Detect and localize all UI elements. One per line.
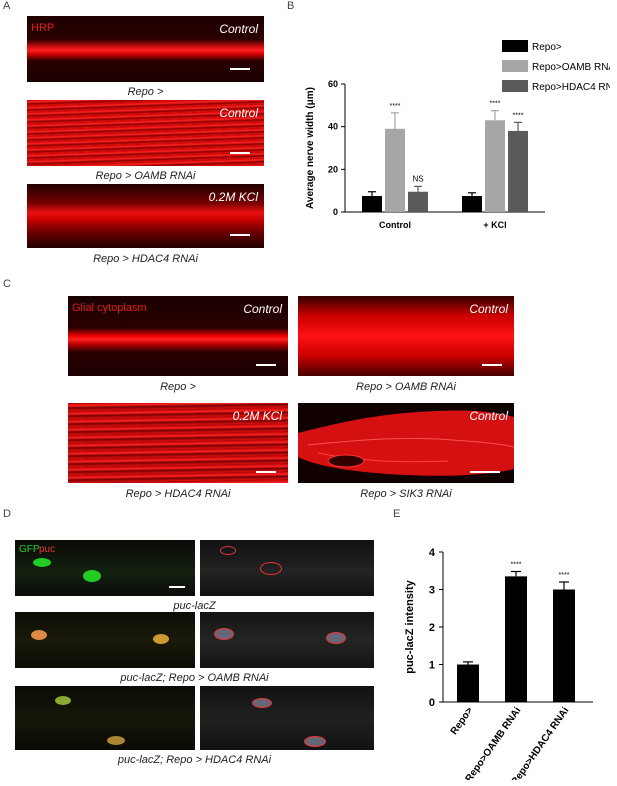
x-tick-label: Repo>OAMB RNAi — [464, 705, 524, 780]
panel-label-a: A — [3, 0, 11, 12]
puc-lacz-intensity-chart: 0 1 2 3 4 puc-lacZ intensity Repo> **** Repo>OAM… — [404, 547, 593, 780]
stain-label: HRP — [31, 22, 55, 34]
image-caption: Repo > — [127, 86, 164, 98]
panel-label-b: B — [287, 0, 295, 12]
scale-bar — [256, 364, 276, 366]
micrograph-a2: Control — [27, 100, 264, 166]
bar — [408, 191, 428, 212]
image-caption: Repo > OAMB RNAi — [95, 170, 196, 182]
bar — [385, 128, 405, 212]
nucleus — [33, 558, 51, 567]
panel-label-c: C — [3, 278, 11, 290]
image-caption: puc-lacZ — [173, 600, 216, 612]
bar — [462, 196, 482, 212]
bar — [508, 130, 528, 212]
y-tick-label: 0 — [333, 207, 338, 217]
nucleus — [55, 696, 71, 705]
micrograph-c1: Glial cytoplasm Control — [68, 296, 288, 376]
scale-bar — [230, 234, 250, 236]
scale-bar — [169, 586, 185, 588]
y-tick-label: 40 — [328, 122, 338, 132]
panel-label-e: E — [393, 508, 401, 520]
x-tick-label: + KCl — [483, 220, 506, 230]
significance-label: **** — [513, 112, 524, 119]
nucleus — [107, 736, 125, 745]
image-caption: Repo > — [160, 381, 196, 393]
condition-label: 0.2M KCl — [208, 190, 258, 204]
micrograph-c2: Control — [298, 296, 514, 376]
puc-label: puc — [39, 544, 56, 555]
bar — [505, 576, 527, 702]
bar — [485, 120, 505, 212]
scale-bar — [482, 364, 502, 366]
gfp-label: GFP — [19, 544, 40, 555]
significance-label: **** — [390, 103, 401, 110]
x-tick-label: Control — [379, 220, 411, 230]
micrograph-d3-gray — [200, 686, 374, 750]
legend-label: Repo>HDAC4 RNAi — [532, 82, 610, 93]
significance-label: **** — [511, 562, 522, 569]
scale-bar — [256, 471, 276, 473]
image-caption: Repo > OAMB RNAi — [356, 381, 456, 393]
condition-label: 0.2M KCl — [232, 409, 282, 423]
legend-label: Repo>OAMB RNAi — [532, 62, 610, 73]
image-caption: puc-lacZ; Repo > HDAC4 RNAi — [117, 754, 272, 766]
scale-bar — [230, 152, 250, 154]
nerve-width-chart: 0 20 40 60 Average nerve width (μm) **** NS Con… — [305, 40, 610, 230]
nucleus-outline — [220, 546, 236, 555]
micrograph-d1-merge: GFP puc — [15, 540, 195, 596]
nucleus-outline — [214, 628, 234, 640]
micrograph-a1: HRP Control — [27, 16, 264, 82]
nucleus-outline — [252, 698, 272, 708]
y-tick-label: 60 — [328, 79, 338, 89]
nucleus-outline — [304, 736, 326, 747]
nucleus-outline — [260, 562, 282, 575]
legend-swatch — [502, 60, 528, 72]
micrograph-d1-gray — [200, 540, 374, 596]
y-tick-label: 3 — [429, 585, 435, 597]
bar — [553, 589, 575, 702]
micrograph-c3: 0.2M KCl — [68, 403, 288, 483]
micrograph-c4: Control — [298, 403, 514, 483]
micrograph-d2-gray — [200, 612, 374, 668]
significance-label: **** — [559, 572, 570, 579]
image-caption: Repo > SIK3 RNAi — [360, 488, 452, 500]
image-caption: Repo > HDAC4 RNAi — [125, 488, 231, 500]
y-axis-label: Average nerve width (μm) — [305, 87, 316, 209]
sik3-nerve-shape — [298, 410, 514, 476]
condition-label: Control — [469, 302, 508, 316]
nucleus-outline — [326, 632, 346, 644]
micrograph-a3: 0.2M KCl — [27, 184, 264, 248]
condition-label: Control — [219, 106, 258, 120]
panel-label-d: D — [3, 508, 11, 520]
significance-label: NS — [412, 174, 423, 183]
condition-label: Control — [469, 409, 508, 423]
y-tick-label: 1 — [429, 660, 435, 672]
bar — [457, 664, 479, 702]
bar — [362, 196, 382, 212]
y-tick-label: 20 — [328, 164, 338, 174]
nucleus — [31, 630, 47, 640]
legend-swatch — [502, 80, 528, 92]
condition-label: Control — [219, 22, 258, 36]
legend-label: Repo> — [532, 42, 562, 53]
legend-swatch — [502, 40, 528, 52]
micrograph-d2-merge — [15, 612, 195, 668]
y-axis-label: puc-lacZ intensity — [404, 579, 416, 673]
y-tick-label: 4 — [429, 547, 436, 559]
y-tick-label: 2 — [429, 622, 435, 634]
condition-label: Control — [243, 302, 282, 316]
x-tick-label: Repo> — [449, 705, 476, 737]
scale-bar — [230, 68, 250, 70]
image-caption: puc-lacZ; Repo > OAMB RNAi — [120, 672, 269, 684]
image-caption: Repo > HDAC4 RNAi — [93, 253, 198, 265]
scale-bar — [470, 471, 500, 473]
nucleus — [153, 634, 169, 644]
y-tick-label: 0 — [429, 697, 435, 709]
micrograph-d3-merge — [15, 686, 195, 750]
significance-label: **** — [490, 101, 501, 108]
stain-label: Glial cytoplasm — [72, 302, 147, 314]
nucleus — [83, 570, 101, 582]
